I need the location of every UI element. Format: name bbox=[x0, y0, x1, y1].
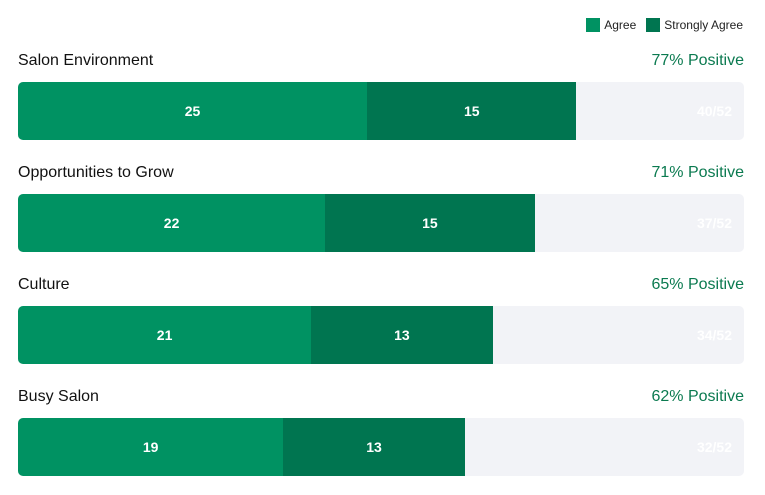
bar-row: Busy Salon 62% Positive 19 13 32/52 bbox=[18, 388, 744, 476]
bar-segment-agree: 21 bbox=[18, 306, 312, 364]
bar-row-header: Culture 65% Positive bbox=[18, 276, 744, 296]
category-label: Salon Environment bbox=[18, 52, 154, 69]
legend-label-strongly-agree: Strongly Agree bbox=[664, 18, 743, 32]
legend-label-agree: Agree bbox=[604, 18, 637, 32]
legend-swatch-strongly-agree bbox=[646, 18, 661, 32]
bar-row-header: Busy Salon 62% Positive bbox=[18, 388, 744, 408]
category-label: Culture bbox=[18, 276, 70, 293]
bar-segment-agree: 22 bbox=[18, 194, 326, 252]
bar-track: 19 13 32/52 bbox=[18, 418, 744, 476]
positive-percent-label: 65% Positive bbox=[651, 276, 745, 293]
bar-row: Culture 65% Positive 21 13 34/52 bbox=[18, 276, 744, 364]
positive-percent-label: 71% Positive bbox=[651, 164, 745, 181]
legend-swatch-agree bbox=[586, 18, 601, 32]
chart-legend: Agree Strongly Agree bbox=[576, 18, 743, 32]
bar-segment-agree: 19 bbox=[18, 418, 284, 476]
legend-item-agree: Agree bbox=[586, 18, 636, 32]
total-label: 37/52 bbox=[696, 215, 732, 231]
bar-track: 21 13 34/52 bbox=[18, 306, 744, 364]
bar-segment-strongly-agree: 15 bbox=[325, 194, 535, 252]
positive-percent-label: 77% Positive bbox=[651, 52, 745, 69]
bar-row-header: Salon Environment 77% Positive bbox=[18, 52, 744, 72]
category-label: Opportunities to Grow bbox=[18, 164, 174, 181]
bar-row: Opportunities to Grow 71% Positive 22 15 37/… bbox=[18, 164, 744, 252]
category-label: Busy Salon bbox=[18, 388, 99, 405]
bar-segment-strongly-agree: 15 bbox=[367, 82, 577, 140]
bar-track: 22 15 37/52 bbox=[18, 194, 744, 252]
bar-row: Salon Environment 77% Positive 25 15 40/52 bbox=[18, 52, 744, 140]
bar-segment-strongly-agree: 13 bbox=[283, 418, 465, 476]
bar-segment-agree: 25 bbox=[18, 82, 368, 140]
bar-row-header: Opportunities to Grow 71% Positive bbox=[18, 164, 744, 184]
total-label: 40/52 bbox=[696, 103, 732, 119]
positive-percent-label: 62% Positive bbox=[651, 388, 745, 405]
bar-segment-strongly-agree: 13 bbox=[311, 306, 493, 364]
total-label: 34/52 bbox=[696, 327, 732, 343]
bar-track: 25 15 40/52 bbox=[18, 82, 744, 140]
legend-item-strongly-agree: Strongly Agree bbox=[646, 18, 743, 32]
total-label: 32/52 bbox=[696, 439, 732, 455]
